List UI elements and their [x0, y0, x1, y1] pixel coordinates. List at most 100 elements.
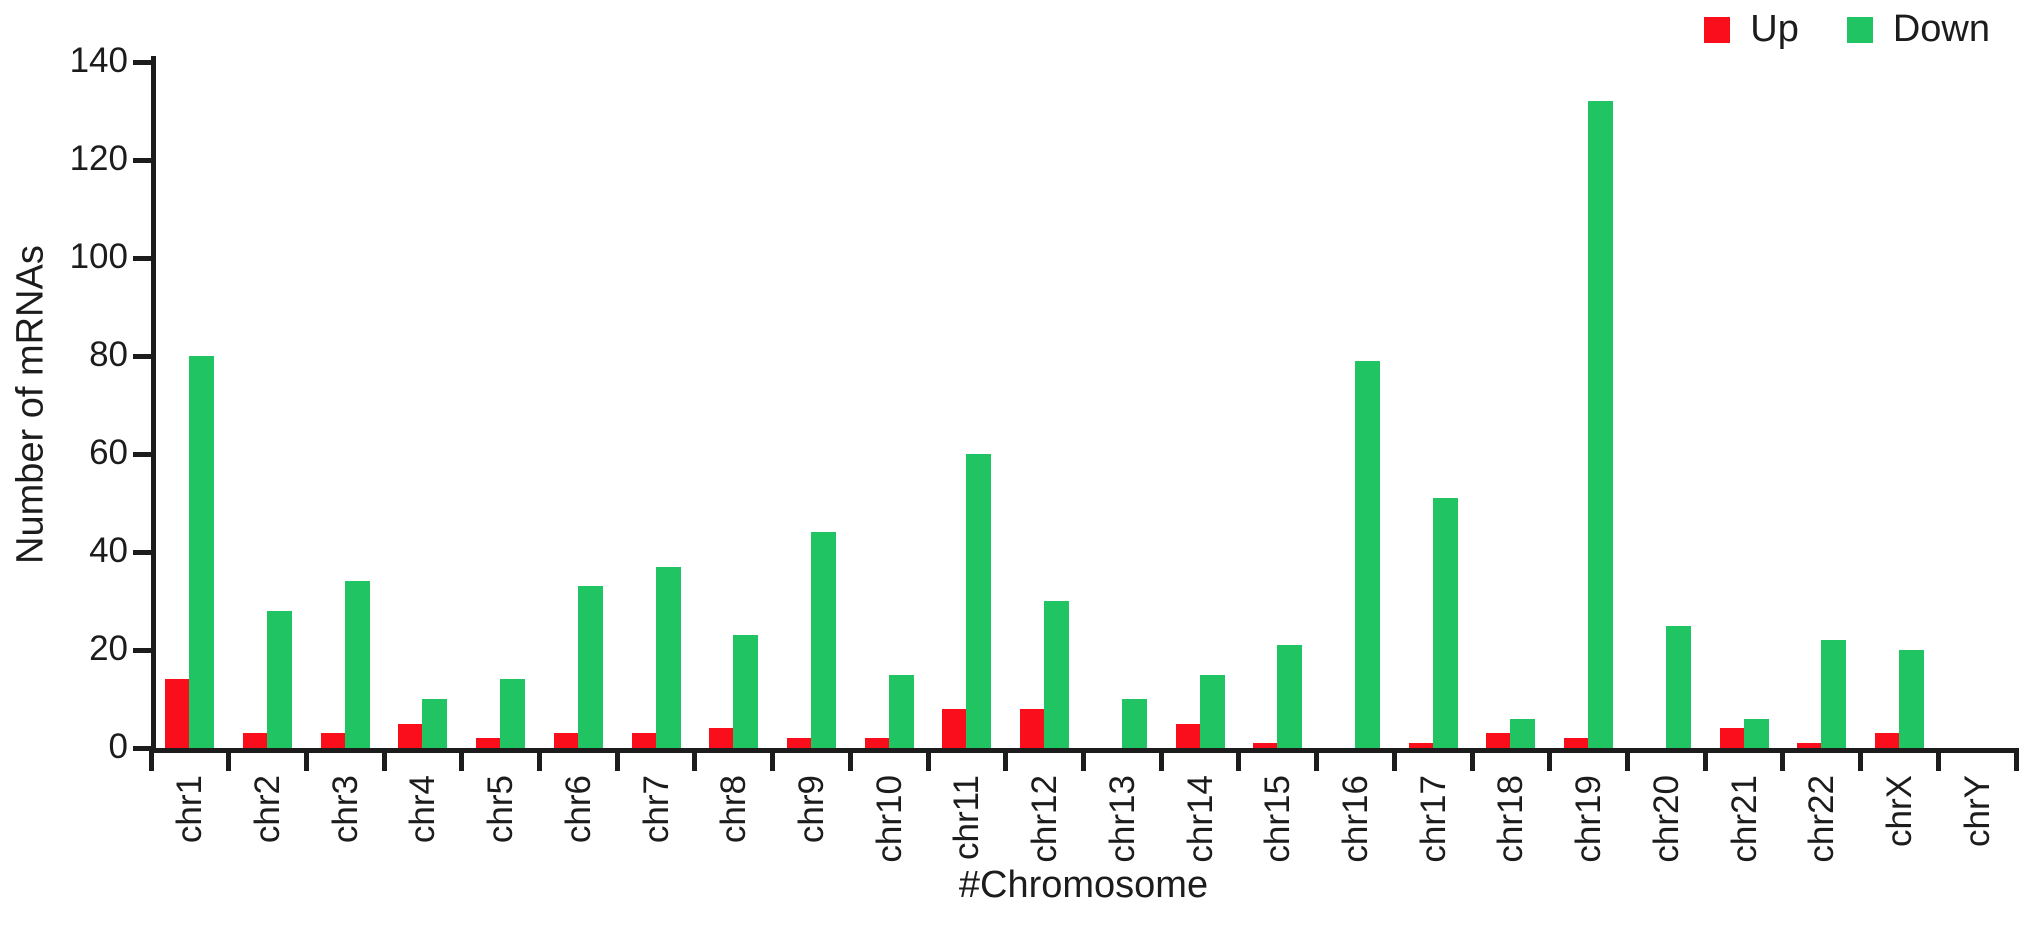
bar-up-chr7: [631, 733, 656, 748]
bar-up-chr18: [1486, 733, 1511, 748]
y-tick-label: 40: [89, 531, 128, 571]
y-tick-label: 140: [69, 41, 128, 81]
bar-up-chr15: [1253, 743, 1278, 748]
x-tick: [148, 748, 154, 771]
x-category-label-chrY: chrY: [1957, 775, 1997, 847]
bar-down-chr9: [811, 532, 837, 748]
bar-down-chr12: [1044, 601, 1070, 748]
x-category-label-chr10: chr10: [869, 775, 909, 863]
x-tick: [1003, 748, 1009, 771]
bar-up-chr1: [165, 679, 190, 748]
x-category-label-chr20: chr20: [1646, 775, 1686, 863]
x-category-label-chr14: chr14: [1180, 775, 1220, 863]
x-tick: [1314, 748, 1320, 771]
bar-up-chr10: [864, 738, 889, 748]
bar-up-chr17: [1408, 743, 1433, 748]
legend: Up Down: [1704, 8, 1990, 51]
y-tick: [133, 451, 151, 457]
x-category-label-chr8: chr8: [714, 775, 754, 844]
bar-down-chr13: [1121, 699, 1147, 748]
y-axis-line: [151, 56, 156, 753]
x-tick: [1780, 748, 1786, 771]
bar-down-chr2: [267, 610, 293, 748]
y-tick: [133, 745, 151, 751]
x-category-label-chrX: chrX: [1879, 775, 1919, 847]
x-category-label-chr19: chr19: [1569, 775, 1609, 863]
x-axis-title: #Chromosome: [958, 864, 1209, 906]
y-tick-label: 80: [89, 335, 128, 375]
x-category-label-chr4: chr4: [403, 775, 443, 844]
x-tick: [692, 748, 698, 771]
x-category-label-chr2: chr2: [248, 775, 288, 844]
bar-up-chr9: [787, 738, 812, 748]
y-axis-title: Number of mRNAs: [9, 245, 52, 565]
x-tick: [1391, 748, 1397, 771]
x-tick: [303, 748, 309, 771]
bar-down-chr21: [1743, 718, 1769, 748]
bar-down-chr1: [189, 356, 215, 748]
bar-down-chr10: [888, 674, 914, 748]
y-tick-label: 100: [69, 237, 128, 277]
x-category-label-chr11: chr11: [947, 775, 987, 860]
x-tick: [1624, 748, 1630, 771]
x-category-label-chr15: chr15: [1258, 775, 1298, 863]
up-legend-label: Up: [1750, 8, 1799, 50]
y-tick-label: 0: [108, 727, 128, 767]
x-tick: [537, 748, 543, 771]
x-category-label-chr5: chr5: [481, 775, 521, 844]
x-category-label-chr17: chr17: [1413, 775, 1453, 863]
bar-down-chr20: [1665, 625, 1691, 748]
bar-down-chrX: [1898, 650, 1924, 748]
x-tick: [1158, 748, 1164, 771]
x-tick: [925, 748, 931, 771]
x-category-label-chr9: chr9: [792, 775, 832, 844]
x-category-label-chr12: chr12: [1025, 775, 1065, 863]
bar-down-chr15: [1277, 645, 1303, 748]
y-tick-label: 60: [89, 433, 128, 473]
bar-down-chr4: [422, 699, 448, 748]
x-category-label-chr13: chr13: [1102, 775, 1142, 863]
bar-down-chr16: [1354, 360, 1380, 748]
x-tick: [1081, 748, 1086, 771]
x-category-label-chr16: chr16: [1335, 775, 1375, 863]
x-category-label-chr7: chr7: [636, 775, 676, 844]
bar-up-chr22: [1797, 743, 1822, 748]
bar-down-chr14: [1199, 674, 1225, 748]
bar-up-chr21: [1719, 728, 1744, 748]
x-category-label-chr21: chr21: [1724, 775, 1764, 863]
bar-down-chr3: [344, 581, 370, 748]
bar-down-chr22: [1821, 640, 1847, 748]
down-legend-swatch: [1846, 16, 1873, 43]
x-category-label-chr3: chr3: [325, 775, 365, 844]
bar-down-chr17: [1432, 498, 1458, 748]
bar-down-chr8: [733, 635, 759, 748]
x-tick: [1547, 748, 1553, 771]
legend-item-up: Up: [1704, 8, 1799, 51]
x-category-label-chr6: chr6: [558, 775, 598, 844]
bar-up-chr5: [476, 738, 501, 748]
y-tick: [133, 255, 151, 261]
x-tick: [614, 748, 620, 771]
y-tick: [133, 157, 151, 163]
x-category-label-chr1: chr1: [170, 775, 210, 844]
bar-up-chr11: [942, 708, 967, 748]
y-tick: [133, 353, 151, 359]
x-tick: [1702, 748, 1708, 771]
x-tick: [2013, 748, 2019, 771]
bar-up-chr6: [553, 733, 578, 748]
bar-up-chr3: [320, 733, 345, 748]
x-tick: [1469, 748, 1475, 771]
x-tick: [1858, 748, 1864, 771]
bar-up-chr19: [1564, 738, 1589, 748]
bar-down-chr19: [1588, 101, 1614, 748]
x-tick: [459, 748, 465, 771]
bar-up-chr12: [1020, 708, 1045, 748]
bar-up-chr14: [1175, 723, 1200, 748]
bar-up-chr4: [398, 723, 423, 748]
bar-down-chr6: [577, 586, 603, 748]
y-tick: [133, 647, 151, 653]
bar-up-chr8: [709, 728, 734, 748]
bar-down-chr18: [1510, 718, 1536, 748]
x-tick: [1236, 748, 1242, 771]
